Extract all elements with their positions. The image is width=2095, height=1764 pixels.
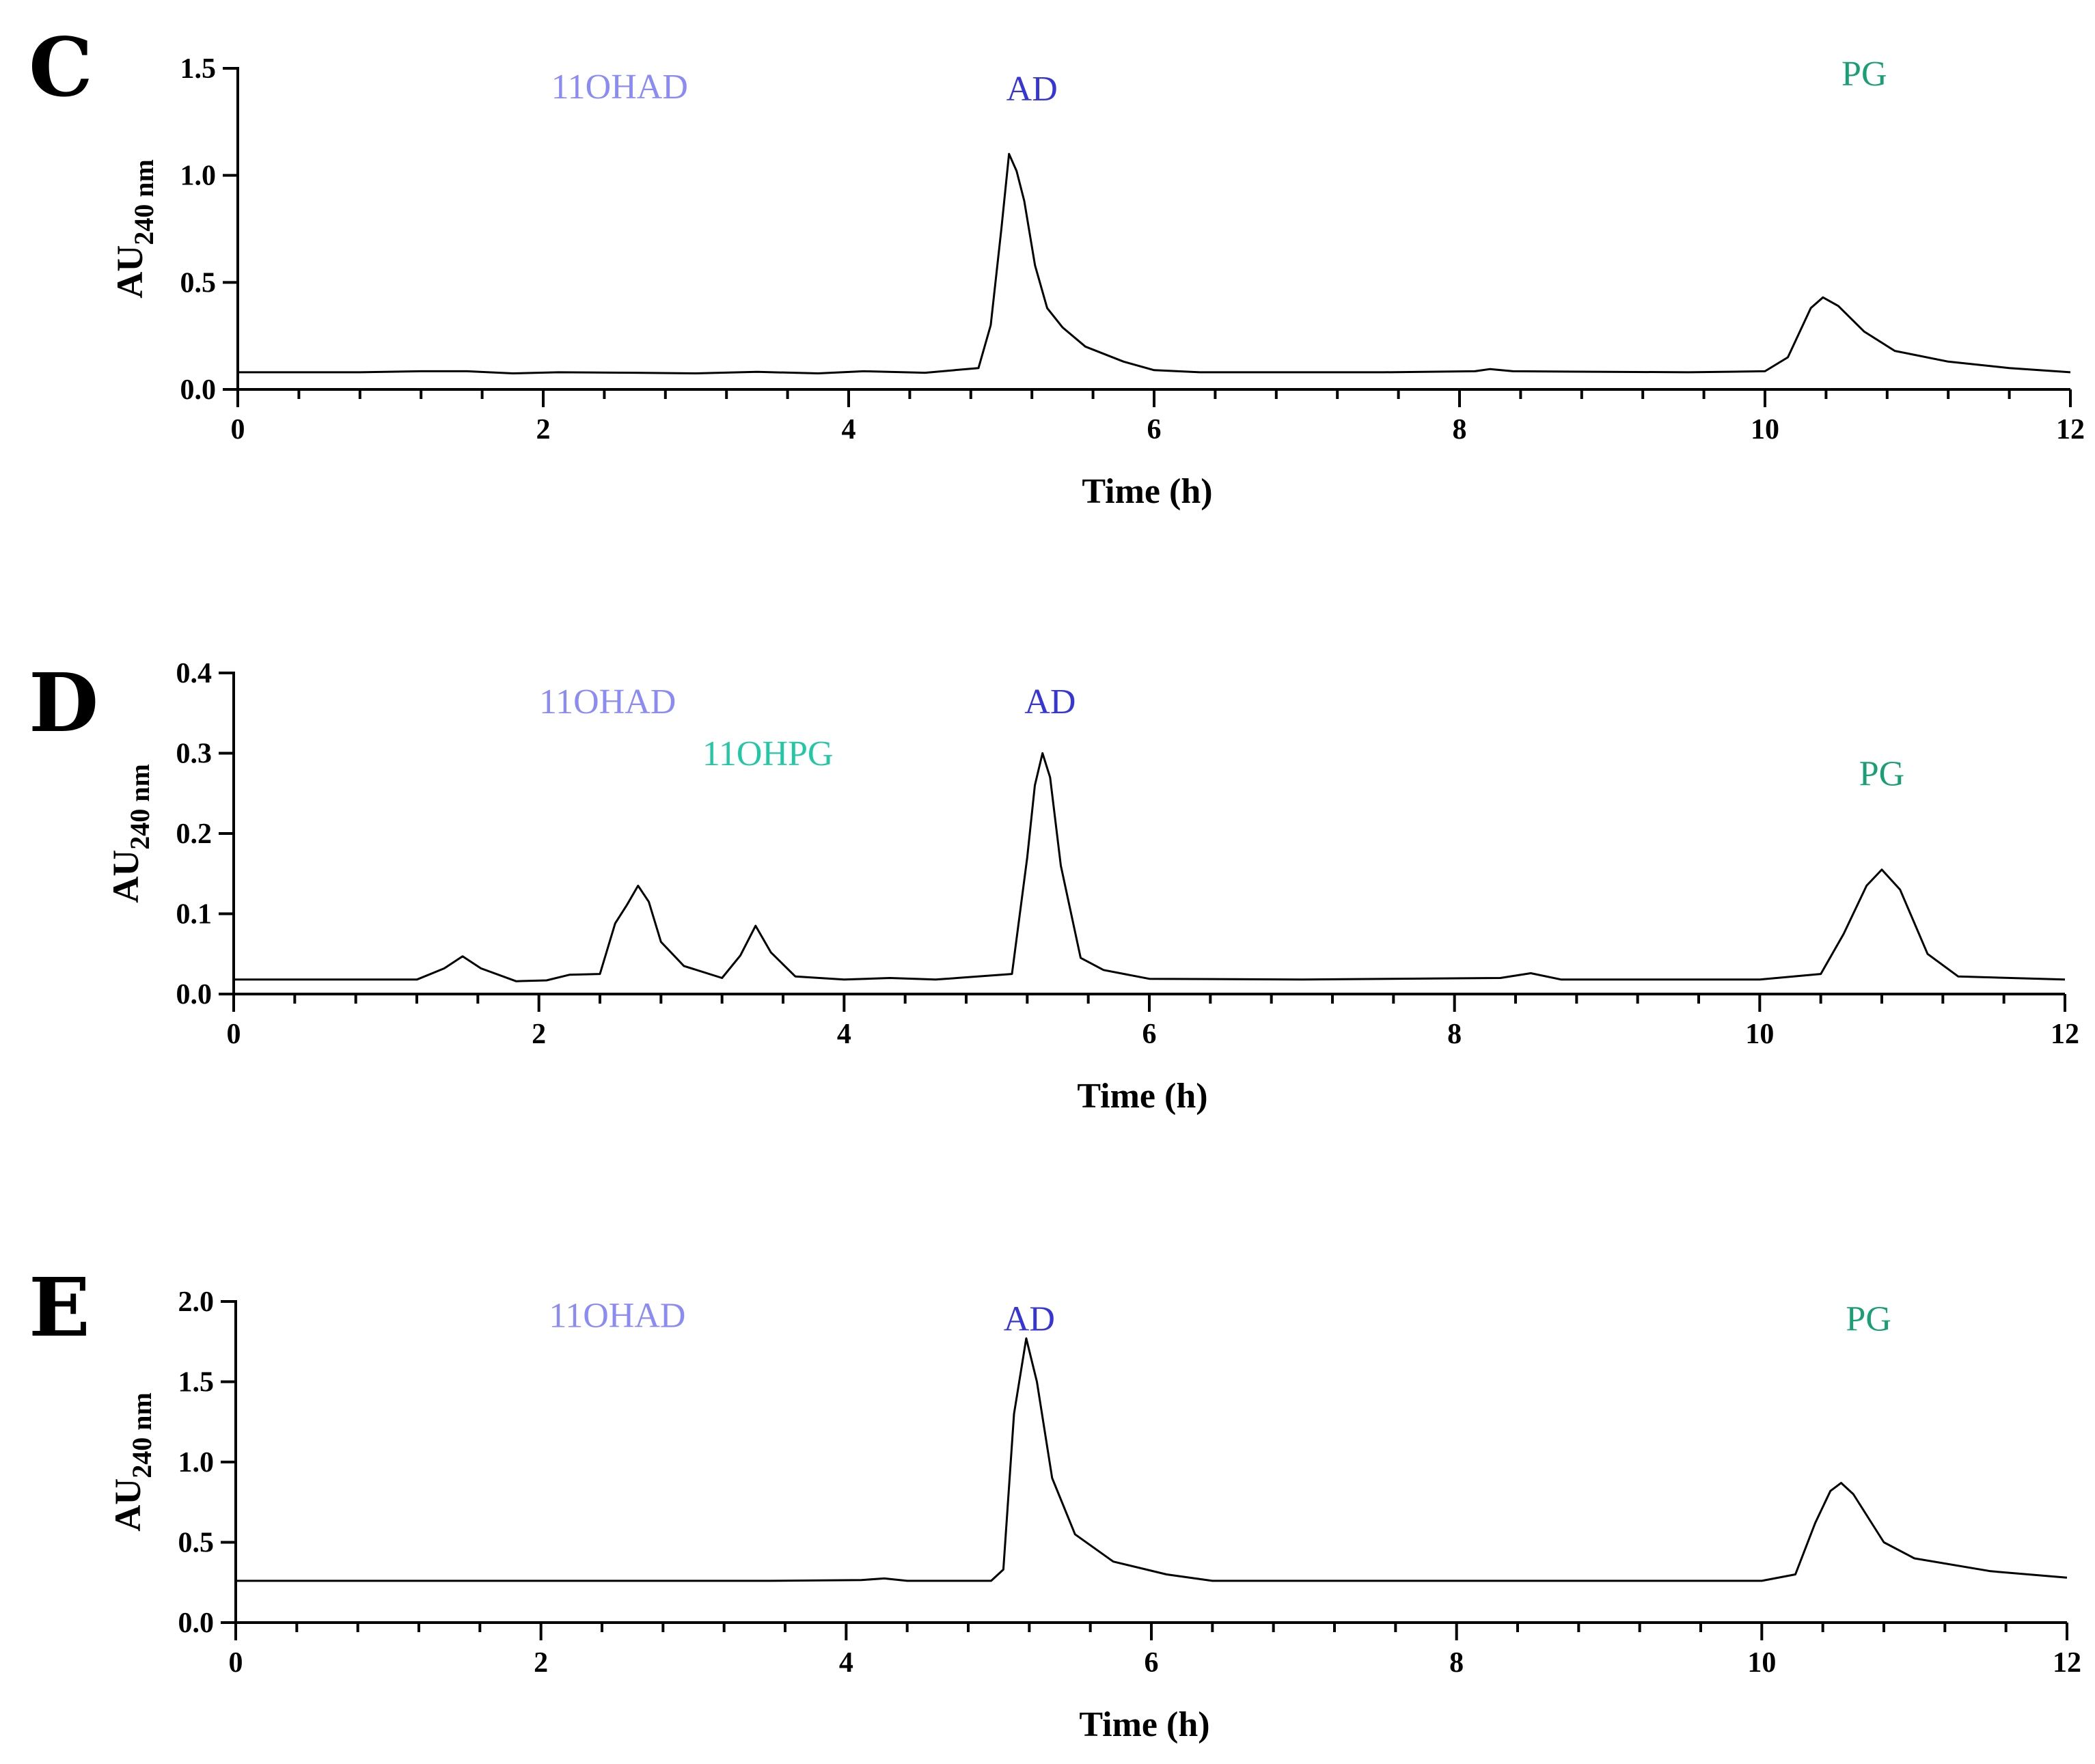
panel-c-y-tick-label: 1.0 [180, 161, 217, 192]
panel-d-letter: D [29, 655, 98, 750]
panel-c-y-tick-label: 1.5 [180, 53, 217, 85]
panel-c-y-title-main: AU [109, 245, 150, 299]
panel-c-peak-label-ad: AD [1007, 70, 1058, 109]
panel-c-y-title-subscript: 240 nm [128, 159, 159, 245]
panel-e-x-title: Time (h) [1079, 1705, 1209, 1744]
panel-d-peak-label-pg: PG [1859, 755, 1904, 794]
panel-e-x-tick-label: 6 [1145, 1647, 1159, 1679]
panel-d-y-tick-label: 0.4 [176, 658, 213, 689]
panel-d-x-tick-label: 0 [227, 1019, 241, 1050]
panel-c-x-tick-label: 2 [536, 414, 551, 445]
panel-e-y-title-subscript: 240 nm [126, 1392, 157, 1478]
panel-e-y-tick-label: 1.0 [178, 1447, 215, 1478]
panel-c-x-tick-label: 4 [842, 414, 856, 445]
panel-c-letter: C [29, 20, 93, 115]
panel-d-y-tick-label: 0.0 [176, 979, 213, 1010]
panel-c-x-title: Time (h) [1082, 472, 1212, 511]
panel-c-y-tick-label: 0.0 [180, 374, 217, 406]
panel-c-peak-label-11ohad: 11OHAD [551, 68, 688, 107]
panel-c-x-tick-label: 8 [1453, 414, 1467, 445]
panel-c-peak-label-pg: PG [1841, 55, 1887, 94]
panel-e-y-tick-label: 1.5 [178, 1367, 215, 1398]
panel-c-y-tick-label: 0.5 [180, 267, 217, 299]
panel-d-y-tick-label: 0.3 [176, 739, 213, 770]
panel-e-y-tick-label: 0.0 [178, 1608, 215, 1639]
panel-d-x-tick-label: 6 [1142, 1019, 1157, 1050]
panel-c-x-tick-label: 0 [231, 414, 245, 445]
panel-e-letter: E [29, 1260, 90, 1355]
panel-e-peak-label-pg: PG [1846, 1299, 1891, 1338]
figure-background [0, 0, 2095, 1764]
panel-e-y-title-main: AU [107, 1478, 148, 1532]
panel-c-x-tick-label: 6 [1147, 414, 1162, 445]
panel-e-x-tick-label: 2 [534, 1647, 548, 1679]
panel-d-x-tick-label: 12 [2051, 1019, 2079, 1050]
panel-e-y-tick-label: 2.0 [178, 1286, 215, 1318]
panel-d-x-tick-label: 8 [1447, 1019, 1462, 1050]
panel-d-y-tick-label: 0.1 [176, 899, 213, 931]
panel-d-peak-label-11ohpg: 11OHPG [702, 734, 834, 773]
panel-e-y-tick-label: 0.5 [178, 1528, 215, 1559]
panel-d-x-tick-label: 4 [837, 1019, 851, 1050]
panel-e-x-tick-label: 0 [229, 1647, 243, 1679]
panel-e-x-tick-label: 4 [839, 1647, 853, 1679]
panel-c-x-tick-label: 10 [1751, 414, 1779, 445]
panel-d-y-title-main: AU [105, 850, 146, 903]
panel-d-x-tick-label: 2 [532, 1019, 546, 1050]
panel-e-x-tick-label: 10 [1747, 1647, 1776, 1679]
panel-d-x-title: Time (h) [1077, 1077, 1207, 1116]
panel-e-x-tick-label: 12 [2053, 1647, 2081, 1679]
panel-d-peak-label-ad: AD [1024, 683, 1076, 721]
figure: C0.00.51.01.50 2 4 6 8 10 12Time (h)AU240 nm11… [0, 0, 2095, 1764]
panel-d-x-tick-label: 10 [1745, 1019, 1774, 1050]
panel-d-y-tick-label: 0.2 [176, 818, 213, 850]
panel-e-x-tick-label: 8 [1449, 1647, 1464, 1679]
panel-d-y-title-subscript: 240 nm [124, 764, 155, 850]
panel-e-peak-label-11ohad: 11OHAD [549, 1297, 685, 1336]
panel-c-x-tick-label: 12 [2056, 414, 2085, 445]
panel-d-peak-label-11ohad: 11OHAD [539, 683, 676, 721]
panel-e-peak-label-ad: AD [1004, 1299, 1055, 1338]
